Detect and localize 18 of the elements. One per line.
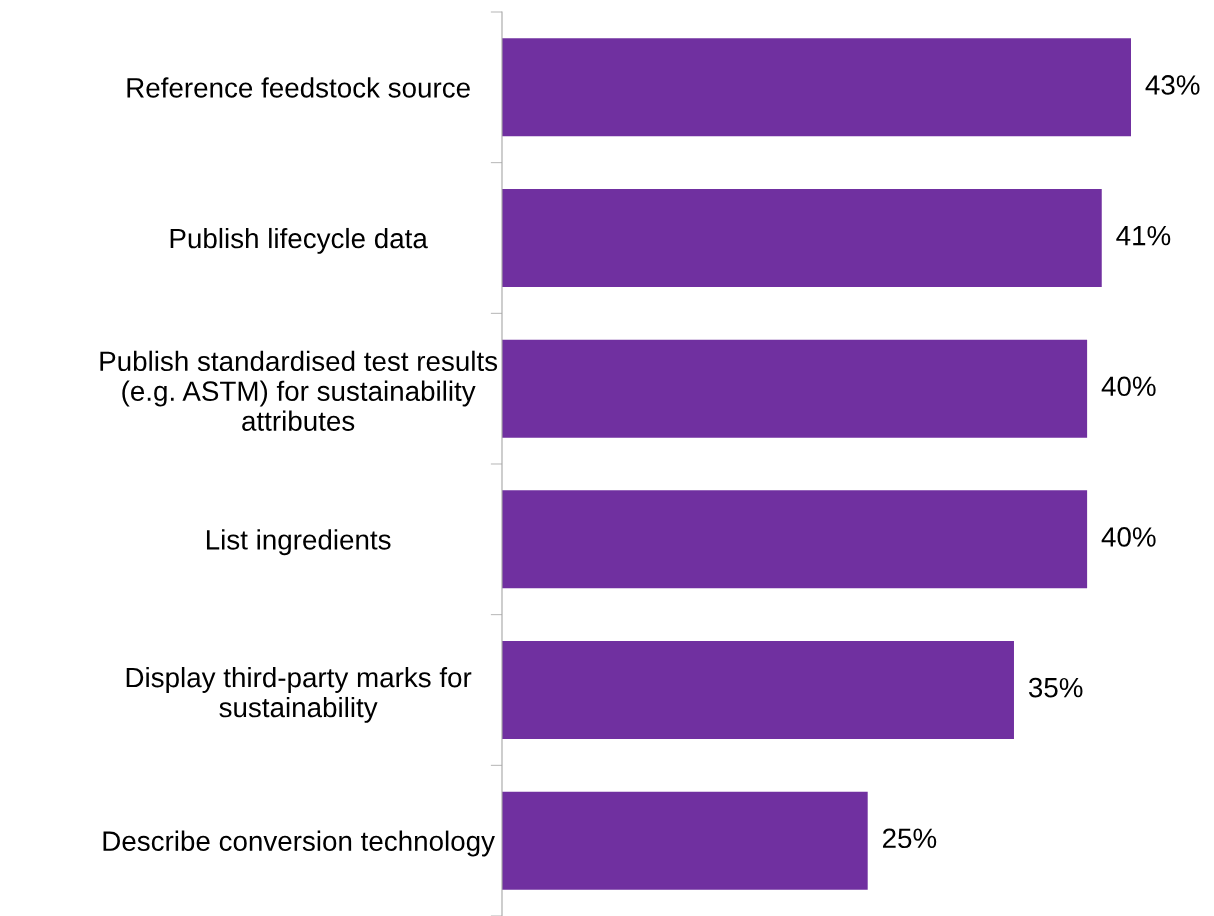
data-label: 40% [1101,376,1156,397]
data-label: 25% [882,828,937,849]
y-tick-label: Reference feedstock source [127,77,470,98]
y-tick-label: Describe conversion technology [103,830,495,857]
y-tick-label: Publish lifecycle data [170,227,428,254]
bar [502,38,1131,137]
bar [502,791,868,890]
y-tick-label: Publish standardised test results (e.g. ASTM) for sustainability attributes [100,350,498,431]
bar [502,490,1088,589]
data-label: 41% [1116,225,1171,246]
bar [502,339,1088,438]
y-tick-label: Display third-party marks for sustainability [126,666,472,723]
y-tick-label: List ingredients [206,529,391,556]
data-label: 40% [1101,527,1156,547]
data-label: 35% [1028,677,1083,698]
bar [502,641,1014,739]
bar [502,189,1102,287]
data-label: 43% [1145,75,1200,95]
